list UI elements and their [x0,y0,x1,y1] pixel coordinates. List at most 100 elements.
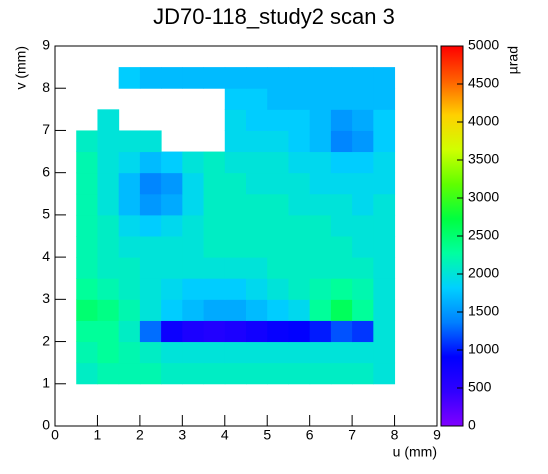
heatmap-cell [97,320,120,343]
y-axis-label: v (mm) [13,46,29,90]
heatmap-cell [139,151,162,174]
heatmap-cell [161,236,183,258]
x-tick-label: 1 [94,427,102,443]
x-tick-label: 3 [178,427,186,443]
heatmap-cell [161,278,183,300]
heatmap-cell [224,257,247,279]
heatmap-cell [330,109,353,131]
heatmap-cell [373,214,396,237]
heatmap-cell [330,214,353,237]
x-tick-label: 6 [306,427,314,443]
heatmap-cell [76,320,98,343]
colorbar-tick-label: 4500 [468,75,499,91]
heatmap-cell [118,193,141,216]
heatmap-cell [267,130,289,153]
heatmap-cell [118,172,141,195]
heatmap-cell [330,362,353,385]
heatmap-cell [330,172,353,195]
heatmap-cell [352,236,374,258]
heatmap-cell [246,214,268,237]
heatmap-cell [373,172,396,195]
heatmap-cell [373,236,396,258]
heatmap-cell [330,236,353,258]
heatmap-cell [203,257,226,279]
heatmap-cell [139,299,162,321]
heatmap-cell [182,214,205,237]
heatmap-cell [330,299,353,321]
heatmap-cell [309,257,332,279]
heatmap-cell [76,299,98,321]
heatmap-cell [352,214,374,237]
heatmap-cell [309,67,332,89]
heatmap-cell [246,172,268,195]
heatmap-cell [76,151,98,174]
heatmap-cell [246,362,268,385]
heatmap-cell [97,172,120,195]
y-tick-label: 0 [42,417,50,433]
heatmap-cell [76,193,98,216]
heatmap-cell [161,362,183,385]
heatmap-cell [246,320,268,343]
heatmap-cell [267,362,289,385]
heatmap-cell [330,151,353,174]
heatmap-cell [118,151,141,174]
heatmap-cell [373,151,396,174]
heatmap-cell [309,193,332,216]
heatmap-cell [246,193,268,216]
heatmap-cell [203,299,226,321]
heatmap-cell [330,130,353,153]
heatmap-cell [288,299,311,321]
heatmap-cell [373,362,396,385]
heatmap-cell [161,257,183,279]
heatmap-cell [373,341,396,364]
heatmap-cell [139,278,162,300]
heatmap-cell [288,109,311,131]
heatmap-cell [352,257,374,279]
heatmap-cell [309,236,332,258]
heatmap-cell [224,88,247,110]
x-tick-label: 5 [263,427,271,443]
heatmap-cell [161,151,183,174]
heatmap-cell [97,151,120,174]
heatmap-cell [203,172,226,195]
heatmap-cell [118,362,141,385]
heatmap-cell [246,341,268,364]
heatmap-cell [224,236,247,258]
heatmap-cell [288,320,311,343]
heatmap-cell [309,88,332,110]
x-tick-label: 8 [391,427,399,443]
heatmap-cell [288,172,311,195]
heatmap-cell [139,320,162,343]
x-tick-label: 9 [433,427,441,443]
heatmap-cell [118,130,141,153]
colorbar-tick-label: 1000 [468,341,499,357]
colorbar-tick-label: 500 [468,379,492,395]
heatmap-cell [224,278,247,300]
heatmap-cell [224,214,247,237]
y-tick-label: 2 [42,332,50,348]
heatmap-cell [203,320,226,343]
heatmap-cell [352,109,374,131]
heatmap-cell [118,257,141,279]
heatmap-cell [309,130,332,153]
heatmap-cell [118,320,141,343]
heatmap-cell [352,151,374,174]
colorbar-label: µrad [505,46,521,74]
heatmap-cell [330,193,353,216]
x-axis-label: u (mm) [393,444,437,460]
colorbar-tick-label: 2500 [468,227,499,243]
heatmap-cell [139,193,162,216]
heatmap-cell [352,278,374,300]
y-tick-label: 9 [42,37,50,53]
heatmap-cell [182,257,205,279]
heatmap-cell [182,278,205,300]
y-tick-label: 7 [42,121,50,137]
y-tick-label: 3 [42,290,50,306]
heatmap-cell [161,299,183,321]
heatmap-cell [246,151,268,174]
heatmap-cell [203,214,226,237]
heatmap-cell [76,341,98,364]
heatmap-cell [267,257,289,279]
heatmap-cell [246,67,268,89]
